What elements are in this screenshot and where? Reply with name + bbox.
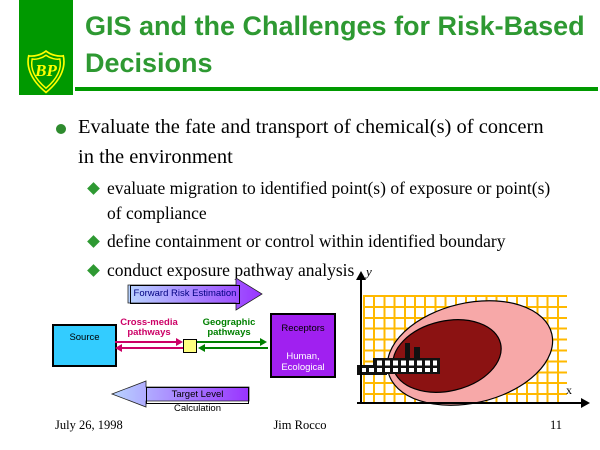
y-axis-label: y [366, 264, 372, 279]
x-axis-line [357, 402, 583, 404]
footer-page-number: 11 [550, 418, 563, 432]
diamond-bullet-icon [87, 182, 100, 195]
plume-map [357, 300, 554, 406]
bullet-icon [56, 124, 66, 134]
cross-media-arrow-left [122, 347, 183, 349]
bp-logo-text: BP [35, 61, 57, 80]
footer-date: July 26, 1998 [55, 418, 123, 432]
x-axis-label: x [566, 383, 572, 397]
arrowhead-right-icon [260, 338, 267, 346]
target-level-calculation-label: Target Level Calculation [146, 387, 249, 414]
arrowhead-left-icon [198, 344, 205, 352]
footer-author: Jim Rocco [273, 418, 327, 432]
geographic-pathways-label: Geographic pathways [202, 317, 256, 338]
receptors-box: Receptors Human, Ecological [270, 313, 336, 378]
cross-media-arrow-right [115, 341, 177, 343]
pathway-junction-box [183, 339, 197, 353]
receptors-label: Receptors [281, 323, 325, 334]
diamond-bullet-icon [87, 264, 100, 277]
y-axis-line [360, 280, 362, 404]
sub-bullet-text: evaluate migration to identified point(s… [107, 178, 551, 223]
slide-title: GIS and the Challenges for Risk-Based De… [85, 11, 585, 78]
y-axis-arrow-icon [356, 271, 366, 280]
source-box: Source [52, 324, 117, 367]
geographic-arrow-left [205, 347, 268, 349]
geographic-arrow-right [197, 341, 261, 343]
arrowhead-left-icon [115, 344, 122, 352]
receptor-types-label: Human, Ecological [281, 351, 325, 373]
arrowhead-right-icon [176, 338, 183, 346]
bp-logo-block: BP [19, 0, 73, 95]
sub-bullet-text: conduct exposure pathway analysis [107, 260, 355, 280]
x-axis-arrow-icon [581, 398, 590, 408]
factory-icon [357, 343, 440, 375]
title-underline [75, 87, 598, 91]
sub-bullet-text: define containment or control within ide… [107, 231, 506, 251]
bp-shield-icon [27, 50, 65, 94]
main-bullet-text: Evaluate the fate and transport of chemi… [78, 116, 544, 168]
diamond-bullet-icon [87, 235, 100, 248]
forward-risk-estimation-label: Forward Risk Estimation [130, 285, 240, 304]
cross-media-pathways-label: Cross-media pathways [120, 317, 178, 338]
